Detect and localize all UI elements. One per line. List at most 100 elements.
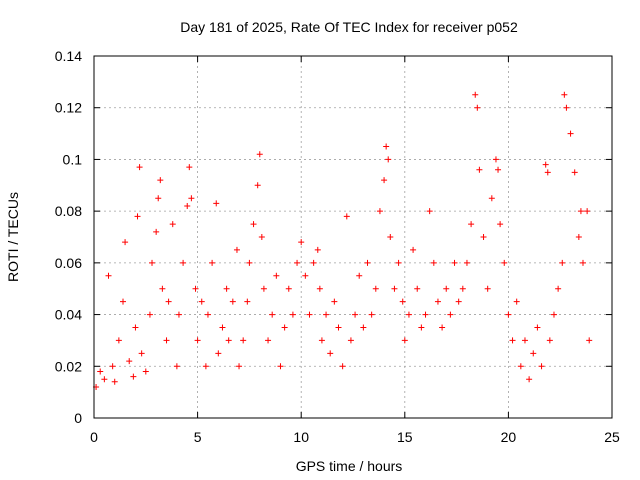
data-point <box>579 259 586 266</box>
data-point <box>584 208 591 215</box>
data-point <box>534 324 541 331</box>
data-point <box>356 272 363 279</box>
data-point <box>250 221 257 228</box>
data-point <box>132 324 139 331</box>
data-point <box>575 234 582 240</box>
data-point <box>130 373 137 380</box>
data-point <box>186 164 193 171</box>
data-point <box>391 285 398 292</box>
y-tick-label: 0.04 <box>55 307 82 323</box>
plot-frame <box>93 55 613 419</box>
data-point <box>306 311 313 318</box>
data-point <box>202 363 209 370</box>
data-point <box>115 337 122 344</box>
data-point <box>194 337 201 344</box>
data-point <box>265 337 272 344</box>
data-point <box>101 376 108 383</box>
data-point <box>155 195 162 202</box>
data-point <box>229 298 236 305</box>
data-point <box>285 285 292 292</box>
data-point <box>215 350 222 357</box>
data-point <box>368 311 375 318</box>
data-point <box>122 239 129 246</box>
data-point <box>451 259 458 266</box>
data-point <box>405 311 412 318</box>
data-point <box>233 246 240 253</box>
data-point <box>331 298 338 305</box>
y-tick-label: 0.06 <box>55 255 82 271</box>
data-point <box>159 285 166 292</box>
data-point <box>277 363 284 370</box>
y-tick-label: 0.08 <box>55 203 82 219</box>
y-tick-labels: 0 0.02 0.04 0.06 0.08 0.1 0.12 0.14 <box>55 48 82 426</box>
data-point <box>244 298 251 305</box>
data-point <box>395 259 402 266</box>
data-point <box>459 285 466 292</box>
data-point <box>517 363 524 370</box>
data-point <box>544 169 551 176</box>
data-point <box>254 182 261 189</box>
data-point <box>223 285 230 292</box>
data-point <box>372 285 379 292</box>
data-point <box>149 259 156 266</box>
data-point <box>387 234 394 240</box>
data-point <box>157 177 164 184</box>
data-point <box>192 285 199 292</box>
y-tick-label: 0.12 <box>55 100 82 116</box>
data-point <box>376 208 383 215</box>
data-point <box>258 234 265 240</box>
data-point <box>111 378 118 385</box>
data-point <box>385 156 392 163</box>
data-point <box>310 259 317 266</box>
data-point <box>497 221 504 228</box>
data-point <box>318 337 325 344</box>
data-point <box>335 324 342 331</box>
data-point <box>134 213 141 220</box>
data-point <box>439 324 446 331</box>
data-point <box>422 311 429 318</box>
data-point <box>138 350 145 357</box>
data-point <box>381 177 388 184</box>
data-point <box>163 337 170 344</box>
data-point <box>559 259 566 266</box>
data-point <box>434 298 441 305</box>
data-point <box>455 298 462 305</box>
data-point <box>401 337 408 344</box>
data-point <box>169 221 176 228</box>
data-point <box>410 246 417 253</box>
data-point <box>97 368 104 375</box>
data-point <box>184 202 191 209</box>
y-axis-label: ROTI / TECUs <box>5 192 21 282</box>
data-point <box>418 324 425 331</box>
data-point <box>463 259 470 266</box>
data-point <box>468 221 475 228</box>
data-point <box>327 350 334 357</box>
data-point <box>323 311 330 318</box>
data-point <box>109 363 116 370</box>
data-point <box>165 298 172 305</box>
data-point <box>188 195 195 202</box>
data-point <box>567 130 574 137</box>
data-point <box>526 376 533 383</box>
x-tick-label: 5 <box>194 429 202 445</box>
data-point <box>480 234 487 240</box>
x-tick-label: 15 <box>397 429 413 445</box>
y-tick-label: 0.1 <box>63 151 83 167</box>
x-tick-labels: 0 5 10 15 20 25 <box>90 429 620 445</box>
data-point <box>447 311 454 318</box>
data-point <box>236 363 243 370</box>
x-tick-label: 20 <box>501 429 517 445</box>
y-tick-label: 0 <box>74 410 82 426</box>
data-point <box>120 298 127 305</box>
data-point <box>488 195 495 202</box>
data-point <box>273 272 280 279</box>
data-point <box>269 311 276 318</box>
data-point <box>501 259 508 266</box>
data-point <box>256 151 263 158</box>
data-point <box>505 311 512 318</box>
data-point <box>509 337 516 344</box>
data-point <box>146 311 153 318</box>
data-point <box>153 228 160 235</box>
data-point <box>175 311 182 318</box>
data-point <box>550 311 557 318</box>
